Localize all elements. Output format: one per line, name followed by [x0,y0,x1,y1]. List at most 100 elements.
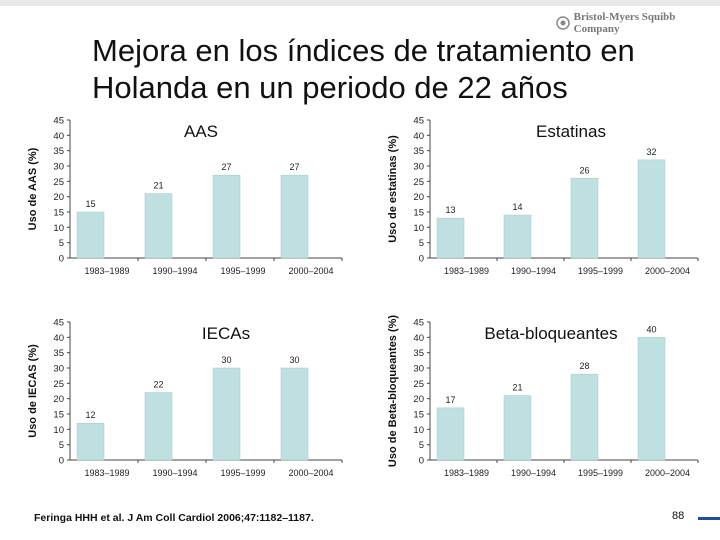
bar-value-label: 28 [579,361,589,371]
y-axis-label: Uso de estatinas (%) [387,135,399,243]
y-tick-label: 35 [53,348,64,359]
bar-value-label: 27 [289,162,299,172]
y-tick-label: 10 [53,425,64,436]
x-tick-label: 1983–1989 [84,266,129,276]
page-number-rule [698,517,720,520]
bar [212,174,241,259]
company-logo: Bristol-Myers Squibb Company [556,11,720,35]
x-tick-label: 2000–2004 [645,266,690,276]
chart-title: Estatinas [536,122,606,141]
y-tick-label: 15 [53,410,64,421]
chart-iecas: Uso de IECAS (%) IECAs 0 5 10 15 20 25 30 35 40 45 1… [26,310,356,480]
bar-value-label: 17 [445,395,455,405]
bar [637,159,666,259]
logo-text: Bristol-Myers Squibb Company [573,11,676,35]
y-tick-label: 10 [413,425,424,436]
bar [436,407,465,461]
y-tick-label: 5 [419,440,424,451]
bar [280,367,309,461]
y-tick-label: 40 [413,333,424,344]
y-tick-label: 45 [53,318,64,329]
x-tick-label: 2000–2004 [288,468,333,478]
chart-aas: Uso de AAS (%) AAS 0 5 10 15 20 25 30 35 40 45 15 198… [26,110,356,280]
bar-value-label: 12 [85,410,95,420]
y-tick-label: 40 [53,333,64,344]
x-tick-label: 1995–1999 [220,468,265,478]
bar [503,214,532,259]
y-axis-label: Uso de Beta-bloqueantes (%) [387,315,399,468]
y-tick-label: 5 [59,440,64,451]
x-tick-label: 1983–1989 [444,266,489,276]
y-tick-label: 15 [413,208,424,219]
bar [637,337,666,461]
y-tick-label: 10 [413,223,424,234]
y-tick-label: 35 [413,348,424,359]
y-tick-label: 45 [53,116,64,127]
bar-value-label: 26 [579,165,589,175]
bar-value-label: 22 [153,380,163,390]
y-tick-label: 35 [413,146,424,157]
bar-value-label: 21 [153,181,163,191]
page-number: 88 [672,510,685,522]
x-tick-label: 1990–1994 [152,266,197,276]
y-tick-label: 40 [413,131,424,142]
slide-title: Mejora en los índices de tratamiento en … [92,33,635,105]
chart-estatinas: Uso de estatinas (%) Estatinas 0 5 10 15 20 25 3… [386,110,720,280]
chart-beta-bloqueantes: Uso de Beta-bloqueantes (%) Beta-bloquean… [386,310,720,480]
bar-value-label: 30 [289,355,299,365]
x-tick-label: 1995–1999 [220,266,265,276]
y-tick-label: 35 [53,146,64,157]
x-tick-label: 1983–1989 [444,468,489,478]
y-tick-label: 25 [53,177,64,188]
chart-title: AAS [184,122,218,141]
x-tick-label: 2000–2004 [645,468,690,478]
bar [503,395,532,461]
y-tick-label: 10 [53,223,64,234]
x-tick-label: 1990–1994 [511,468,556,478]
bar-value-label: 30 [221,355,231,365]
y-tick-label: 30 [413,162,424,173]
citation: Feringa HHH et al. J Am Coll Cardiol 200… [34,512,314,524]
y-axis-label: Uso de AAS (%) [27,147,39,230]
y-tick-label: 0 [59,456,64,467]
y-tick-label: 0 [419,254,424,265]
top-bar [0,0,720,6]
bar [280,174,309,259]
y-tick-label: 0 [419,456,424,467]
y-tick-label: 25 [53,379,64,390]
bar [570,178,599,259]
bar [76,422,105,461]
y-tick-label: 40 [53,131,64,142]
bar [570,373,599,461]
bar-value-label: 32 [646,147,656,157]
x-tick-label: 1990–1994 [152,468,197,478]
y-tick-label: 20 [53,192,64,203]
bar-value-label: 15 [85,199,95,209]
bar [436,217,465,259]
y-tick-label: 20 [413,394,424,405]
x-tick-label: 1990–1994 [511,266,556,276]
y-tick-label: 30 [413,364,424,375]
y-tick-label: 15 [53,208,64,219]
y-tick-label: 25 [413,379,424,390]
bar [144,193,173,259]
y-tick-label: 45 [413,116,424,127]
bar-value-label: 14 [512,202,522,212]
bar [212,367,241,461]
y-tick-label: 30 [53,364,64,375]
y-tick-label: 45 [413,318,424,329]
y-tick-label: 25 [413,177,424,188]
x-tick-label: 1983–1989 [84,468,129,478]
y-axis-label: Uso de IECAS (%) [27,344,39,438]
bar-value-label: 13 [445,205,455,215]
bar-value-label: 40 [646,324,656,334]
x-tick-label: 1995–1999 [578,468,623,478]
chart-title: Beta-bloqueantes [484,324,617,343]
bar-value-label: 21 [512,383,522,393]
bar [76,211,105,259]
y-tick-label: 5 [59,238,64,249]
x-tick-label: 2000–2004 [288,266,333,276]
logo-emblem-icon [556,16,570,30]
x-tick-label: 1995–1999 [578,266,623,276]
y-tick-label: 15 [413,410,424,421]
